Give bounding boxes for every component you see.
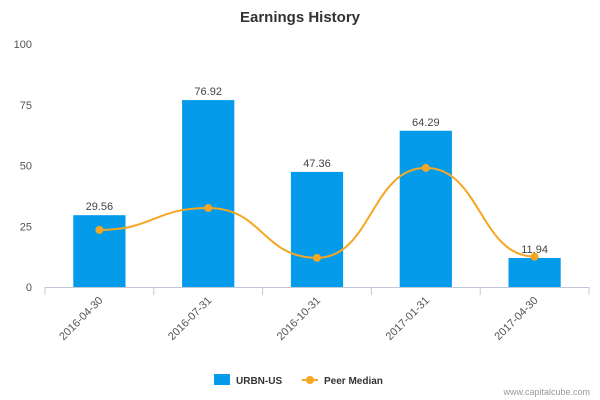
legend-label-urbn[interactable]: URBN-US (236, 376, 282, 387)
peer-median-point[interactable] (421, 163, 430, 172)
y-tick-label: 25 (20, 221, 32, 233)
peer-median-point[interactable] (530, 252, 539, 261)
bar[interactable] (399, 130, 452, 287)
x-axis-ticks: 2016-04-30 2016-07-31 2016-10-31 2017-01-31… (57, 295, 540, 343)
legend-swatch-bar (214, 374, 230, 385)
peer-median-point[interactable] (204, 204, 213, 213)
peer-median-line (99, 166, 535, 259)
x-tick-label: 2016-07-31 (166, 295, 214, 343)
x-tick-label: 2017-04-30 (492, 295, 540, 343)
data-label: 29.56 (86, 201, 114, 213)
chart-title: Earnings History (240, 9, 361, 26)
legend-label-peer-median[interactable]: Peer Median (324, 376, 383, 387)
peer-median-point[interactable] (313, 253, 321, 262)
x-tick-label: 2016-04-30 (57, 295, 105, 343)
y-tick-label: 75 (20, 100, 32, 112)
bar[interactable] (290, 171, 344, 287)
bar[interactable] (508, 257, 561, 287)
peer-median-point[interactable] (95, 225, 104, 234)
line-series (95, 163, 539, 262)
x-tick-label: 2017-01-31 (384, 295, 432, 343)
data-label: 76.92 (194, 86, 222, 98)
bar-series (73, 100, 561, 287)
y-tick-label: 100 (14, 39, 32, 51)
data-label: 11.94 (521, 244, 548, 256)
data-label: 64.29 (412, 117, 440, 129)
data-label: 47.36 (303, 158, 331, 170)
x-tick-label: 2016-10-31 (275, 295, 323, 343)
data-labels: 29.56 76.92 47.36 64.29 11.94 (86, 86, 548, 256)
y-tick-label: 50 (20, 161, 32, 173)
credit-text: www.capitalcube.com (502, 387, 590, 397)
y-tick-label: 0 (26, 282, 32, 294)
legend-swatch-marker (306, 376, 314, 384)
legend[interactable]: URBN-US Peer Median (214, 374, 383, 387)
bar[interactable] (182, 100, 235, 287)
y-axis-ticks: 0 25 50 75 100 (14, 39, 32, 294)
x-axis (44, 287, 590, 295)
